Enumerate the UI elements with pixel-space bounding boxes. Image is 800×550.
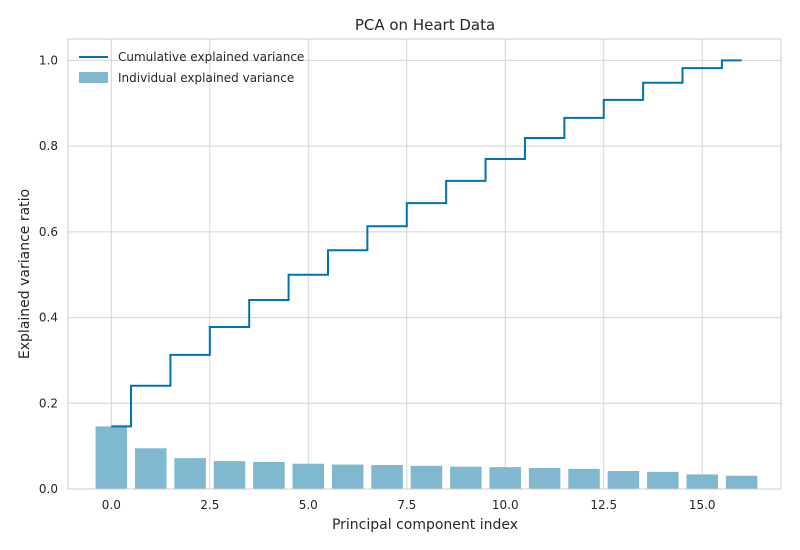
legend-individual-swatch bbox=[79, 72, 108, 83]
bar-component-0 bbox=[95, 426, 128, 489]
bar-component-7 bbox=[371, 465, 403, 489]
x-tick-label: 0.0 bbox=[102, 498, 121, 512]
bar-component-3 bbox=[213, 461, 246, 489]
y-tick-label: 0.4 bbox=[39, 311, 58, 325]
y-tick-label: 0.0 bbox=[39, 482, 58, 496]
x-tick-label: 7.5 bbox=[397, 498, 416, 512]
bar-component-4 bbox=[253, 462, 285, 489]
plot-frame bbox=[67, 38, 782, 490]
y-tick-label: 0.6 bbox=[39, 225, 58, 239]
bars bbox=[95, 426, 758, 489]
x-tick-label: 5.0 bbox=[299, 498, 318, 512]
bar-component-12 bbox=[568, 468, 600, 489]
x-tick-label: 12.5 bbox=[590, 498, 617, 512]
y-tick-label: 0.2 bbox=[39, 396, 58, 410]
cumulative-line bbox=[111, 59, 742, 428]
chart-title: PCA on Heart Data bbox=[355, 16, 495, 34]
grid bbox=[68, 39, 781, 490]
y-axis-ticks: 0.0 0.2 0.4 0.6 0.8 1.0 bbox=[39, 53, 58, 496]
bar-component-9 bbox=[450, 466, 482, 489]
x-tick-label: 2.5 bbox=[200, 498, 219, 512]
legend-individual-label: Individual explained variance bbox=[118, 71, 294, 85]
x-tick-label: 10.0 bbox=[492, 498, 519, 512]
bar-component-13 bbox=[607, 471, 640, 489]
bar-component-14 bbox=[647, 471, 679, 489]
bar-component-8 bbox=[410, 465, 443, 489]
x-axis-ticks: 0.0 2.5 5.0 7.5 10.0 12.5 15.0 bbox=[102, 498, 716, 512]
cumulative-step-line bbox=[111, 59, 742, 428]
bar-component-1 bbox=[134, 448, 167, 489]
y-tick-label: 0.8 bbox=[39, 139, 58, 153]
x-axis-label: Principal component index bbox=[332, 517, 518, 533]
bar-component-11 bbox=[528, 468, 561, 489]
y-axis-label: Explained variance ratio bbox=[17, 189, 33, 359]
y-tick-label: 1.0 bbox=[39, 53, 58, 67]
x-tick-label: 15.0 bbox=[689, 498, 716, 512]
legend: Cumulative explained variance Individual… bbox=[79, 50, 304, 85]
bar-component-16 bbox=[725, 475, 758, 489]
bar-component-10 bbox=[489, 467, 522, 489]
bar-component-2 bbox=[174, 458, 206, 489]
bar-component-5 bbox=[292, 463, 325, 489]
legend-cumulative-label: Cumulative explained variance bbox=[118, 50, 304, 64]
bar-component-6 bbox=[331, 464, 364, 489]
bar-component-15 bbox=[686, 474, 718, 489]
